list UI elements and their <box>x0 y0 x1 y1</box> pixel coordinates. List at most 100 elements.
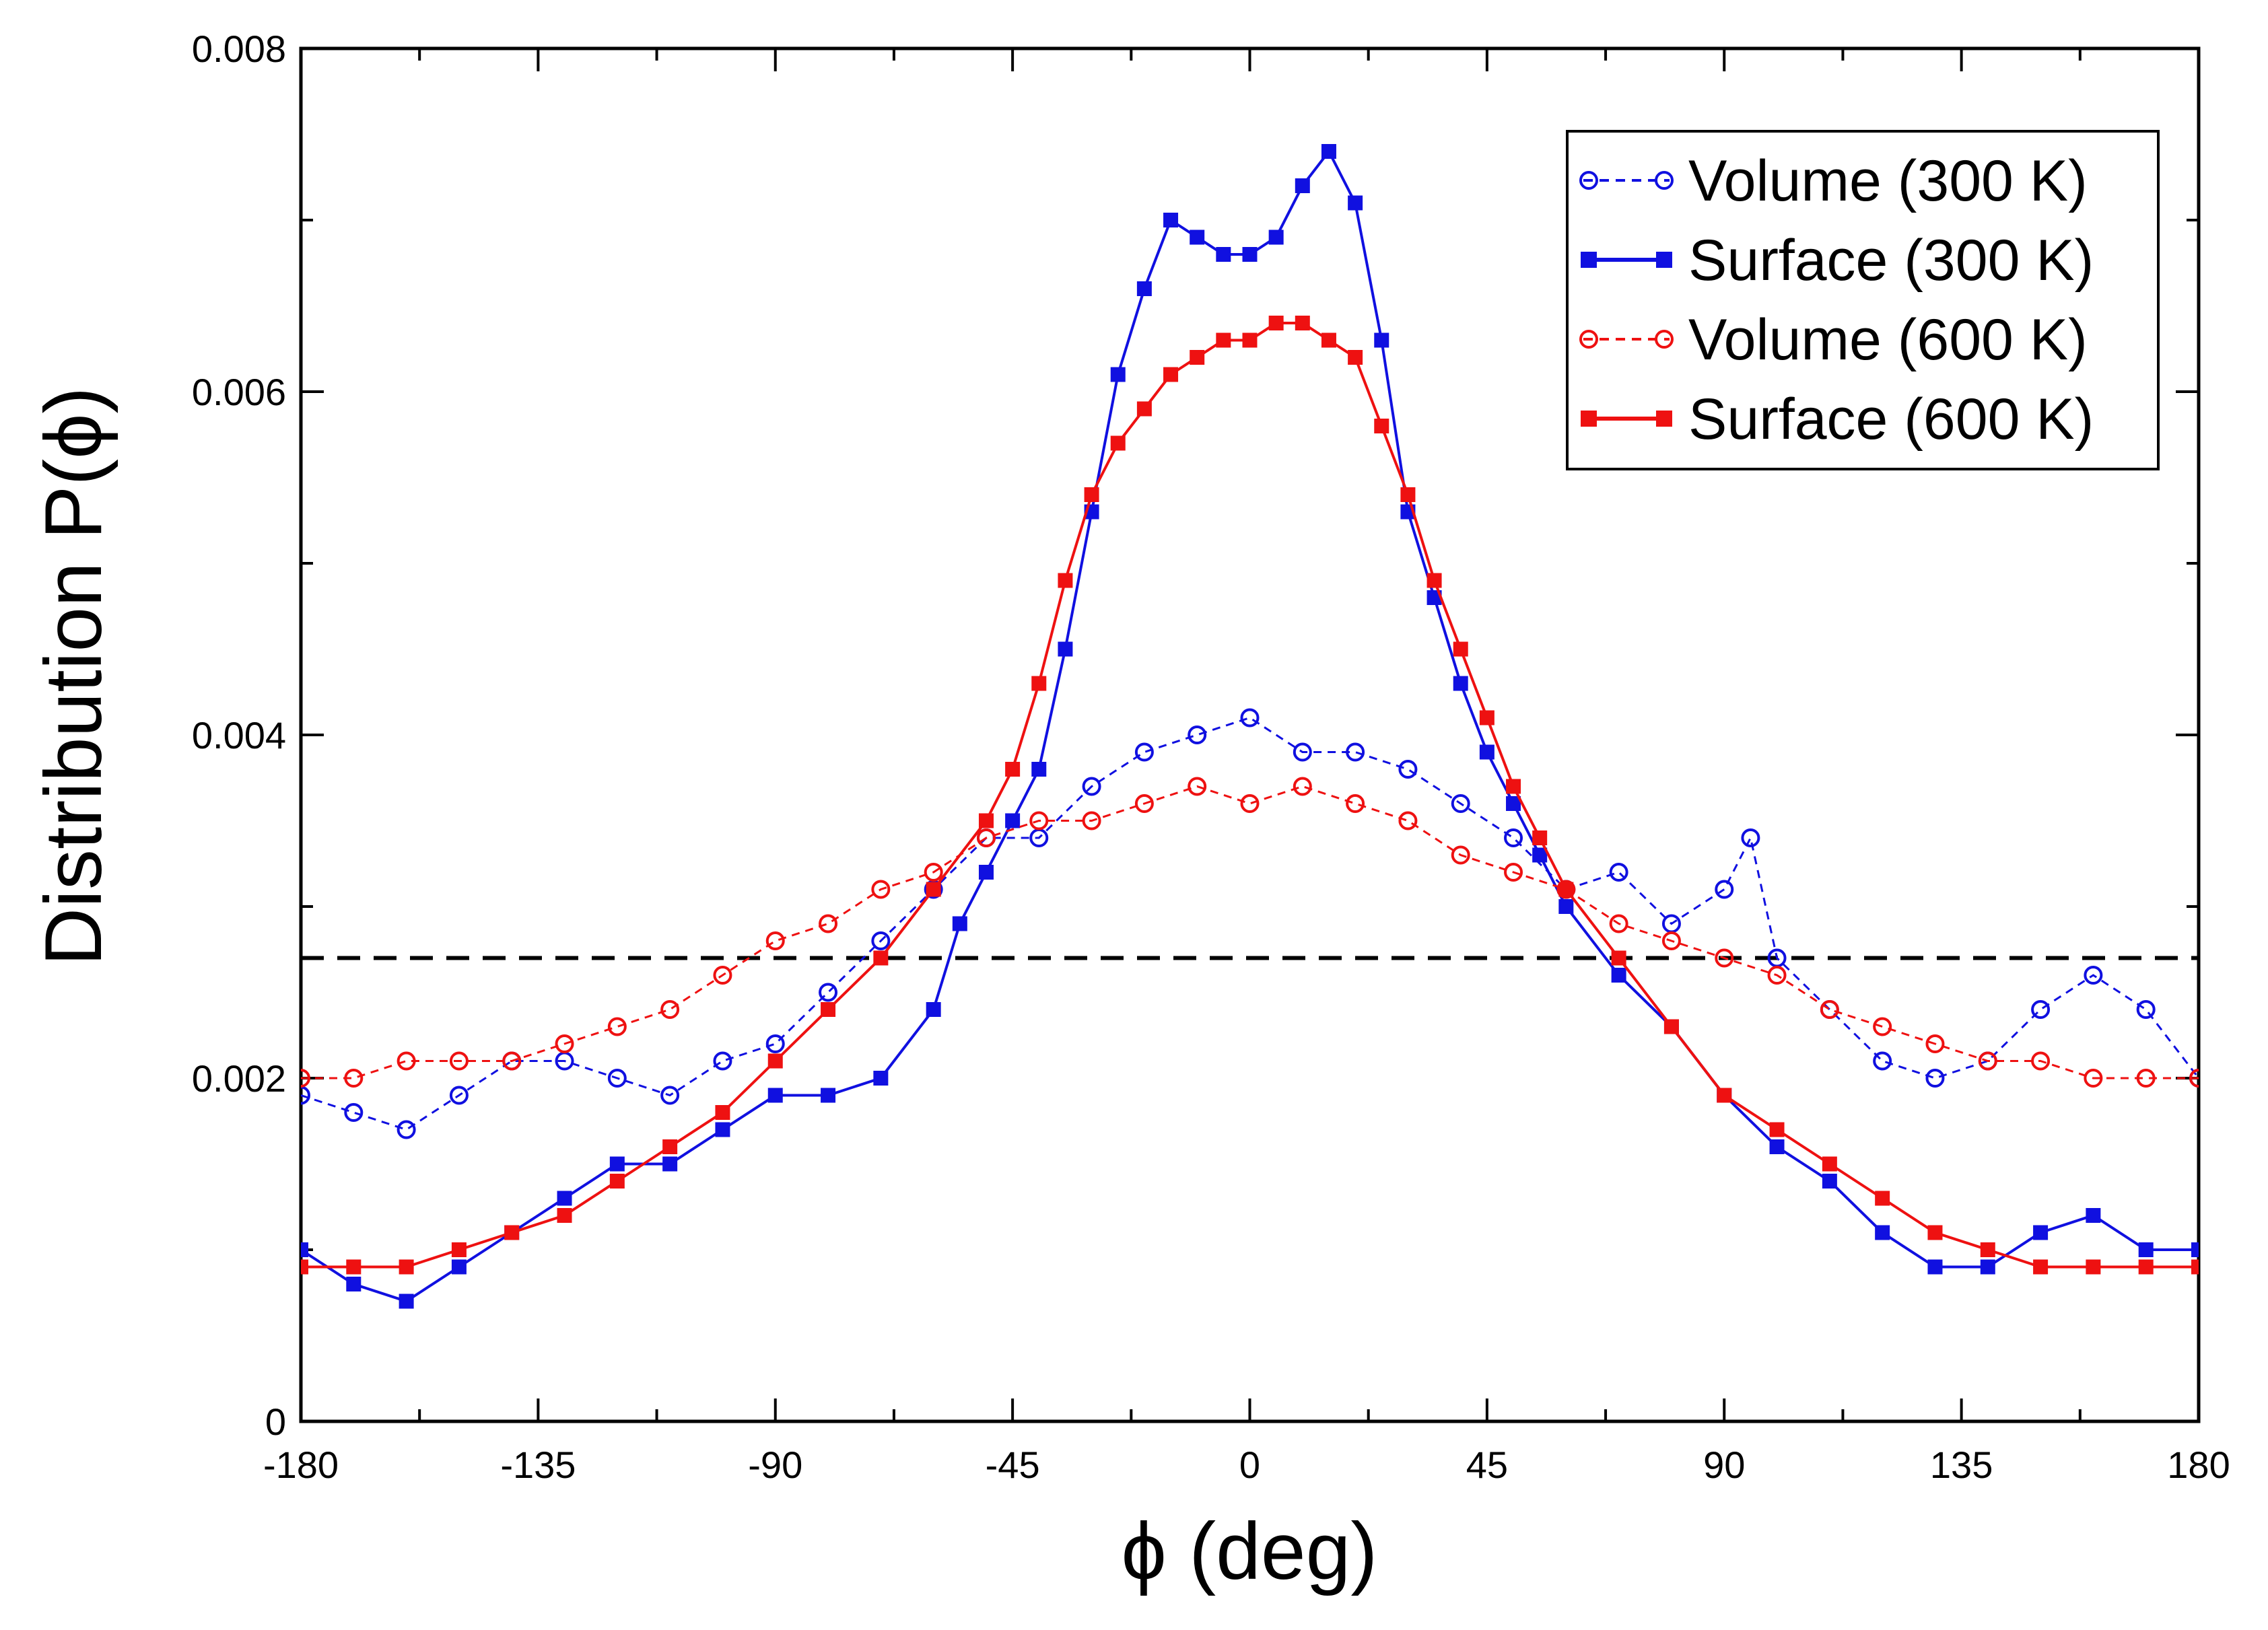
data-point <box>1398 760 1418 779</box>
data-point <box>2084 966 2103 985</box>
data-point <box>1663 1019 1679 1034</box>
data-point <box>1822 1174 1837 1189</box>
data-point <box>1005 813 1021 828</box>
data-point <box>1321 144 1336 159</box>
data-point <box>1873 1051 1892 1071</box>
data-point <box>1005 762 1021 777</box>
series-2-group <box>301 777 2199 1088</box>
data-point <box>926 882 941 897</box>
data-point <box>715 1122 730 1137</box>
legend-label: Surface (600 K) <box>1688 387 2094 452</box>
data-point <box>1611 968 1626 983</box>
data-point <box>609 1156 625 1172</box>
plot-layer: -180 -135 -90 -45 0 45 90 135 180 0 0.002 0.004 0.00… <box>192 28 2230 1486</box>
data-point <box>819 983 838 1002</box>
data-point <box>449 1086 469 1105</box>
x-tick-label: -45 <box>986 1444 1040 1486</box>
data-point <box>1082 811 1101 830</box>
data-point <box>557 1191 572 1206</box>
data-point <box>1504 863 1523 882</box>
data-point <box>1479 710 1494 725</box>
data-point <box>2189 1069 2199 1088</box>
data-point <box>1295 316 1310 330</box>
data-point <box>1504 828 1523 847</box>
data-point <box>1400 487 1416 502</box>
data-point <box>1188 777 1207 796</box>
data-point <box>924 863 943 882</box>
data-point <box>662 1139 678 1154</box>
data-point <box>1427 590 1442 605</box>
data-point <box>346 1277 362 1291</box>
data-point <box>1822 1156 1837 1172</box>
data-point <box>1558 882 1574 897</box>
data-point <box>1242 247 1258 262</box>
data-point <box>1031 676 1047 691</box>
x-tick-label: 0 <box>1239 1444 1260 1486</box>
data-point <box>1134 794 1154 813</box>
legend-marker <box>1581 411 1597 427</box>
data-point <box>1110 367 1126 382</box>
data-point <box>399 1259 414 1275</box>
data-point <box>1110 435 1126 451</box>
series-line <box>301 322 2199 1269</box>
data-point <box>502 1051 522 1071</box>
data-point <box>1348 195 1363 211</box>
data-point <box>1058 641 1073 657</box>
data-point <box>1556 880 1576 899</box>
data-point <box>2138 1259 2154 1275</box>
x-tick-label: 135 <box>1930 1444 1993 1486</box>
data-point <box>2031 1000 2051 1019</box>
data-point <box>978 865 994 880</box>
data-point <box>1293 742 1312 762</box>
legend-marker <box>1656 411 1672 427</box>
data-point <box>873 1071 889 1086</box>
data-point <box>1242 332 1258 348</box>
y-tick-label: 0.008 <box>192 28 286 70</box>
data-point <box>2084 1069 2103 1088</box>
data-point <box>1611 950 1626 966</box>
data-point <box>301 1259 308 1275</box>
data-point <box>1532 830 1548 845</box>
data-point <box>1374 332 1389 348</box>
y-tick-label: 0.006 <box>192 371 286 413</box>
data-point <box>1136 401 1152 417</box>
data-point <box>978 813 994 828</box>
data-point <box>1925 1034 1945 1053</box>
data-point <box>504 1225 520 1240</box>
data-point <box>1268 229 1284 245</box>
data-point <box>1506 796 1521 811</box>
data-point <box>1398 811 1418 830</box>
data-point <box>397 1051 416 1071</box>
data-point <box>821 1088 836 1103</box>
data-point <box>1769 1122 1785 1137</box>
data-point <box>871 931 891 950</box>
series-1-group <box>301 144 2199 1309</box>
data-point <box>1451 794 1470 813</box>
data-point <box>1715 880 1734 899</box>
data-point <box>1661 931 1681 950</box>
data-point <box>1927 1225 1943 1240</box>
data-point <box>2033 1259 2049 1275</box>
data-point <box>1741 828 1760 847</box>
data-point <box>1453 676 1468 691</box>
data-point <box>1240 708 1260 728</box>
data-point <box>952 916 967 931</box>
data-point <box>1715 948 1734 968</box>
data-point <box>1767 966 1787 985</box>
data-point <box>1820 1000 1839 1019</box>
x-tick-label: 45 <box>1466 1444 1508 1486</box>
data-point <box>557 1208 572 1223</box>
data-point <box>713 1051 732 1071</box>
data-point <box>1927 1259 1943 1275</box>
data-point <box>2136 1069 2156 1088</box>
data-point <box>1082 777 1101 796</box>
data-point <box>301 1069 310 1088</box>
data-point <box>1427 573 1442 588</box>
data-point <box>2033 1225 2049 1240</box>
legend-marker <box>1655 330 1674 349</box>
data-point <box>555 1034 574 1053</box>
data-point <box>1321 332 1336 348</box>
legend: Volume (300 K) Surface (300 K) Volume (600… <box>1566 130 2160 470</box>
data-point <box>1216 247 1231 262</box>
